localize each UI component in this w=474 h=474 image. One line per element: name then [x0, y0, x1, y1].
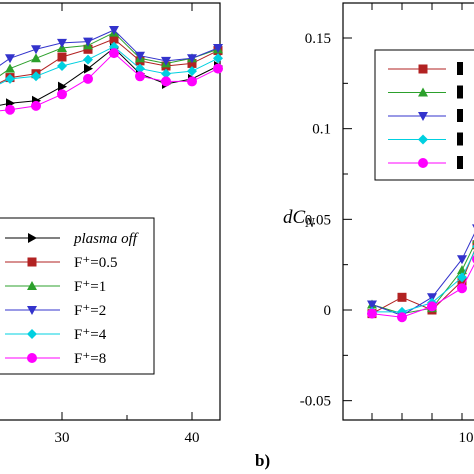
panel-b-legend-label-fragment-1 [457, 85, 463, 99]
panel-a-series-3-point-7 [109, 26, 119, 35]
panel-a-legend-label-0: plasma off [73, 231, 139, 247]
panel-b-series-0-point-4 [472, 240, 474, 250]
panel-b-series-4-point-3 [457, 283, 467, 294]
panel-a-series-3-point-3 [5, 54, 15, 64]
panel-b-legend-marker-2 [418, 112, 428, 121]
panel-a-legend: plasma off F⁺=0.5 F⁺=1 F⁺=2 F⁺=4 F⁺=8 [0, 217, 155, 375]
panel-a-series-3-point-9 [161, 56, 171, 66]
panel-b-legend-marker-1 [418, 87, 428, 97]
panel-b-legend-marker-0 [418, 64, 428, 74]
panel-a-series-4-point-10 [187, 66, 197, 77]
panel-a-series-5-point-9 [161, 76, 171, 87]
panel-b-series-4-point-2 [427, 301, 437, 312]
panel-b-series-2-point-0 [367, 300, 377, 310]
panel-a-legend-label-2: F⁺=1 [74, 279, 106, 295]
panel-a-series-4-point-6 [83, 54, 93, 65]
panel-b-legend-marker-3 [418, 134, 428, 145]
panel-a-frame [0, 2, 221, 421]
panel-b-legend-label-fragment-3 [457, 132, 463, 146]
panel-a-legend-marker-5 [27, 353, 37, 363]
panel-a-series-5-point-4 [31, 100, 41, 111]
panel-a-legend-label-5: F⁺=8 [74, 351, 106, 367]
panel-a-legend-label-4: F⁺=4 [74, 327, 107, 343]
panel-b-ylabel: dCN [283, 207, 315, 231]
panel-b-ticks [343, 3, 463, 420]
panel-b-frame [342, 2, 474, 421]
panel-b-legend-marker-4 [418, 158, 428, 168]
panel-a-legend-marker-3 [27, 306, 37, 315]
panel-b-series-2-point-3 [457, 255, 467, 265]
panel-a-series-4-point-3 [5, 73, 15, 84]
panel-a-legend-marker-1 [27, 257, 37, 267]
panel-b-series-3-point-3 [457, 272, 467, 283]
panel-a-series-3-point-11 [213, 44, 223, 53]
panel-b-x-tick-label-0: 10 [459, 430, 474, 446]
panel-b-y-tick-label-4: 0.15 [305, 31, 331, 47]
panel-a-series-3-point-4 [31, 45, 41, 55]
panel-a-series-5-line [0, 52, 219, 112]
panel-a-series-1-point-10 [187, 58, 197, 68]
panel-b-legend-label-fragment-2 [457, 109, 463, 122]
panel-a: plasma off F⁺=0.5 F⁺=1 F⁺=2 F⁺=4 F⁺=8 30 40 [0, 2, 223, 446]
panel-b-y-tick-label-0: -0.05 [300, 394, 331, 410]
panel-b-ylabel-main: dC [283, 207, 306, 228]
panel-a-x-tick-label-0: 30 [55, 430, 70, 446]
panel-a-legend-label-1: F⁺=0.5 [74, 255, 117, 271]
panel-b-series-0-point-1 [397, 292, 407, 302]
panel-b-y-tick-label-1: 0 [324, 303, 332, 319]
panel-a-legend-box [0, 217, 155, 375]
panel-a-series-5-point-10 [187, 76, 197, 87]
panel-b-x-tick-labels: 10 [459, 430, 474, 446]
panel-a-series-5-point-6 [83, 73, 93, 84]
panel-b-legend [374, 49, 474, 181]
panel-b-y-tick-label-3: 0.1 [312, 122, 331, 138]
panel-a-series-3-point-6 [83, 37, 93, 47]
panel-a-series-1-point-5 [57, 52, 67, 62]
panel-b-legend-label-fragment-0 [457, 62, 463, 75]
panel-a-series-2-line [0, 31, 219, 77]
panel-a-series-0-point-5 [58, 81, 67, 92]
panel-a-legend-marker-0 [28, 233, 37, 243]
panel-a-series-5-point-5 [57, 89, 67, 100]
panel-a-series-0-point-6 [84, 63, 93, 74]
panel-a-series-3-line [0, 29, 219, 66]
panel-a-series-4-point-9 [161, 68, 171, 79]
panel-a-series-4-point-4 [31, 71, 41, 82]
panel-b-series-4-point-1 [397, 312, 407, 323]
panel-a-x-tick-label-1: 40 [185, 430, 200, 446]
panel-a-ticks [61, 3, 193, 420]
panel-b-series [367, 224, 474, 323]
panel-a-series-5-point-8 [135, 71, 145, 82]
panel-a-series-4-point-11 [213, 53, 223, 64]
panel-a-x-tick-labels: 30 40 [55, 430, 200, 446]
panel-a-legend-label-3: F⁺=2 [74, 303, 106, 319]
panel-b: -0.05 0 0.05 0.1 0.15 10 dCN b) [255, 2, 474, 470]
panel-a-series-5-point-11 [213, 63, 223, 74]
panel-a-series [0, 26, 223, 115]
panel-a-series-5-point-3 [5, 104, 15, 115]
panel-a-series-4-point-5 [57, 61, 67, 71]
panel-a-series-1-point-7 [109, 34, 119, 44]
panel-b-series-4-point-0 [367, 308, 377, 319]
panel-a-legend-marker-2 [27, 281, 37, 290]
panel-b-y-tick-labels: -0.05 0 0.05 0.1 0.15 [300, 31, 331, 410]
panel-a-series-3-point-10 [187, 54, 197, 64]
panel-a-series-2-point-3 [5, 63, 15, 73]
panel-b-label: b) [255, 451, 270, 470]
panel-a-series-2-point-4 [31, 53, 41, 63]
panel-b-ylabel-sub: N [304, 216, 315, 231]
panel-a-series-3-point-5 [57, 38, 67, 48]
panel-a-legend-marker-4 [27, 329, 37, 339]
panel-a-series-5-point-7 [109, 48, 119, 59]
panel-a-series-4-point-8 [135, 63, 145, 74]
panel-b-legend-label-fragment-4 [457, 156, 463, 169]
panel-b-y-tick-label-2: 0.05 [305, 212, 331, 228]
panel-a-series-3-point-8 [135, 51, 145, 61]
